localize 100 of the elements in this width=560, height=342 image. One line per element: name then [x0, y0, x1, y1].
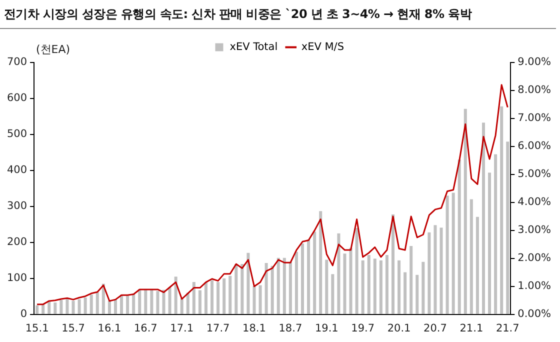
x-tick-label: 17.7: [206, 322, 230, 334]
x-tick-label: 15.1: [25, 322, 49, 334]
bar: [168, 287, 172, 314]
bar: [464, 108, 467, 314]
bar: [288, 262, 292, 314]
x-tick-label: 18.1: [242, 322, 266, 334]
y2-tick-label: 9.00%: [518, 56, 552, 68]
bar: [120, 294, 124, 314]
bar: [78, 299, 81, 314]
bar: [398, 260, 401, 314]
x-tick-label: 17.1: [170, 322, 194, 334]
bar: [198, 290, 202, 314]
bar: [325, 260, 328, 314]
bar: [174, 276, 178, 314]
bar: [404, 272, 407, 314]
bar: [96, 292, 99, 314]
bar: [470, 199, 473, 314]
x-tick-label: 18.7: [278, 322, 302, 334]
bar: [36, 305, 39, 314]
bar: [60, 300, 63, 314]
bar: [180, 298, 184, 314]
y2-tick-label: 3.00%: [518, 224, 552, 236]
bar: [307, 240, 310, 314]
bar: [482, 122, 486, 314]
bar: [282, 258, 286, 314]
y-tick-label: 0: [20, 308, 28, 320]
bar: [319, 211, 322, 314]
y-tick-label: 600: [6, 92, 28, 104]
bar: [258, 285, 262, 314]
bar: [162, 290, 166, 314]
bar: [349, 248, 352, 314]
bar: [391, 214, 395, 314]
x-tick-label: 21.1: [460, 322, 484, 334]
y-tick-label: 500: [6, 128, 28, 140]
bar: [84, 297, 87, 314]
x-tick-label: 20.1: [387, 322, 411, 334]
bar: [264, 262, 268, 314]
bar: [222, 278, 226, 314]
x-tick-label: 16.7: [134, 322, 158, 334]
bar: [367, 255, 370, 314]
y-tick-label: 700: [6, 56, 28, 68]
bar: [476, 216, 479, 314]
bar: [252, 286, 256, 314]
bar: [294, 252, 298, 314]
bar: [234, 264, 238, 314]
y2-tick-label: 7.00%: [518, 112, 552, 124]
bar: [204, 282, 208, 314]
bar: [42, 304, 45, 314]
x-tick-label: 16.1: [98, 322, 122, 334]
y2-tick-label: 5.00%: [518, 168, 552, 180]
bar: [488, 172, 492, 314]
legend-label: xEV Total: [230, 40, 278, 53]
bar: [240, 264, 244, 314]
bar: [48, 300, 51, 314]
bar: [361, 260, 364, 314]
bar: [210, 280, 214, 314]
bar: [150, 289, 154, 314]
bar: [186, 292, 190, 314]
bar: [114, 299, 117, 314]
bar: [246, 252, 250, 314]
bar: [410, 246, 413, 314]
bar: [428, 232, 431, 314]
bar: [301, 244, 304, 314]
bar: [343, 254, 346, 314]
bar: [138, 289, 142, 314]
bar: [416, 274, 419, 314]
bar: [126, 296, 130, 314]
y2-tick-label: 2.00%: [518, 252, 552, 264]
bar: [54, 302, 57, 314]
bar: [270, 266, 274, 314]
y2-tick-label: 1.00%: [518, 280, 552, 292]
bar: [379, 260, 382, 314]
y-tick-label: 400: [6, 164, 28, 176]
bar: [108, 300, 111, 314]
bar: [313, 232, 316, 314]
bar: [434, 225, 437, 314]
y-tick-label: 100: [6, 272, 28, 284]
y2-tick-label: 4.00%: [518, 196, 552, 208]
x-tick-label: 19.7: [351, 322, 375, 334]
bar: [446, 196, 449, 314]
x-tick-label: 19.1: [314, 322, 338, 334]
y2-tick-label: 0.00%: [518, 308, 552, 320]
bar: [422, 262, 425, 314]
bar: [458, 160, 461, 314]
bar: [500, 106, 504, 314]
bar: [192, 282, 196, 314]
bar: [385, 255, 388, 314]
bar: [440, 228, 443, 314]
bar: [228, 276, 232, 314]
bar: [66, 298, 69, 314]
y-tick-label: 300: [6, 200, 28, 212]
bar: [90, 294, 93, 314]
y2-tick-label: 8.00%: [518, 84, 552, 96]
bar: [156, 291, 160, 314]
chart-title: 전기차 시장의 성장은 유행의 속도: 신차 판매 비중은 `20 년 초 3~4% → 현재 8% 육박: [4, 6, 472, 23]
y2-tick-label: 6.00%: [518, 140, 552, 152]
bar: [216, 282, 220, 314]
legend-label: xEV M/S: [301, 40, 344, 53]
x-tick-label: 21.7: [496, 322, 520, 334]
bar: [132, 294, 136, 314]
